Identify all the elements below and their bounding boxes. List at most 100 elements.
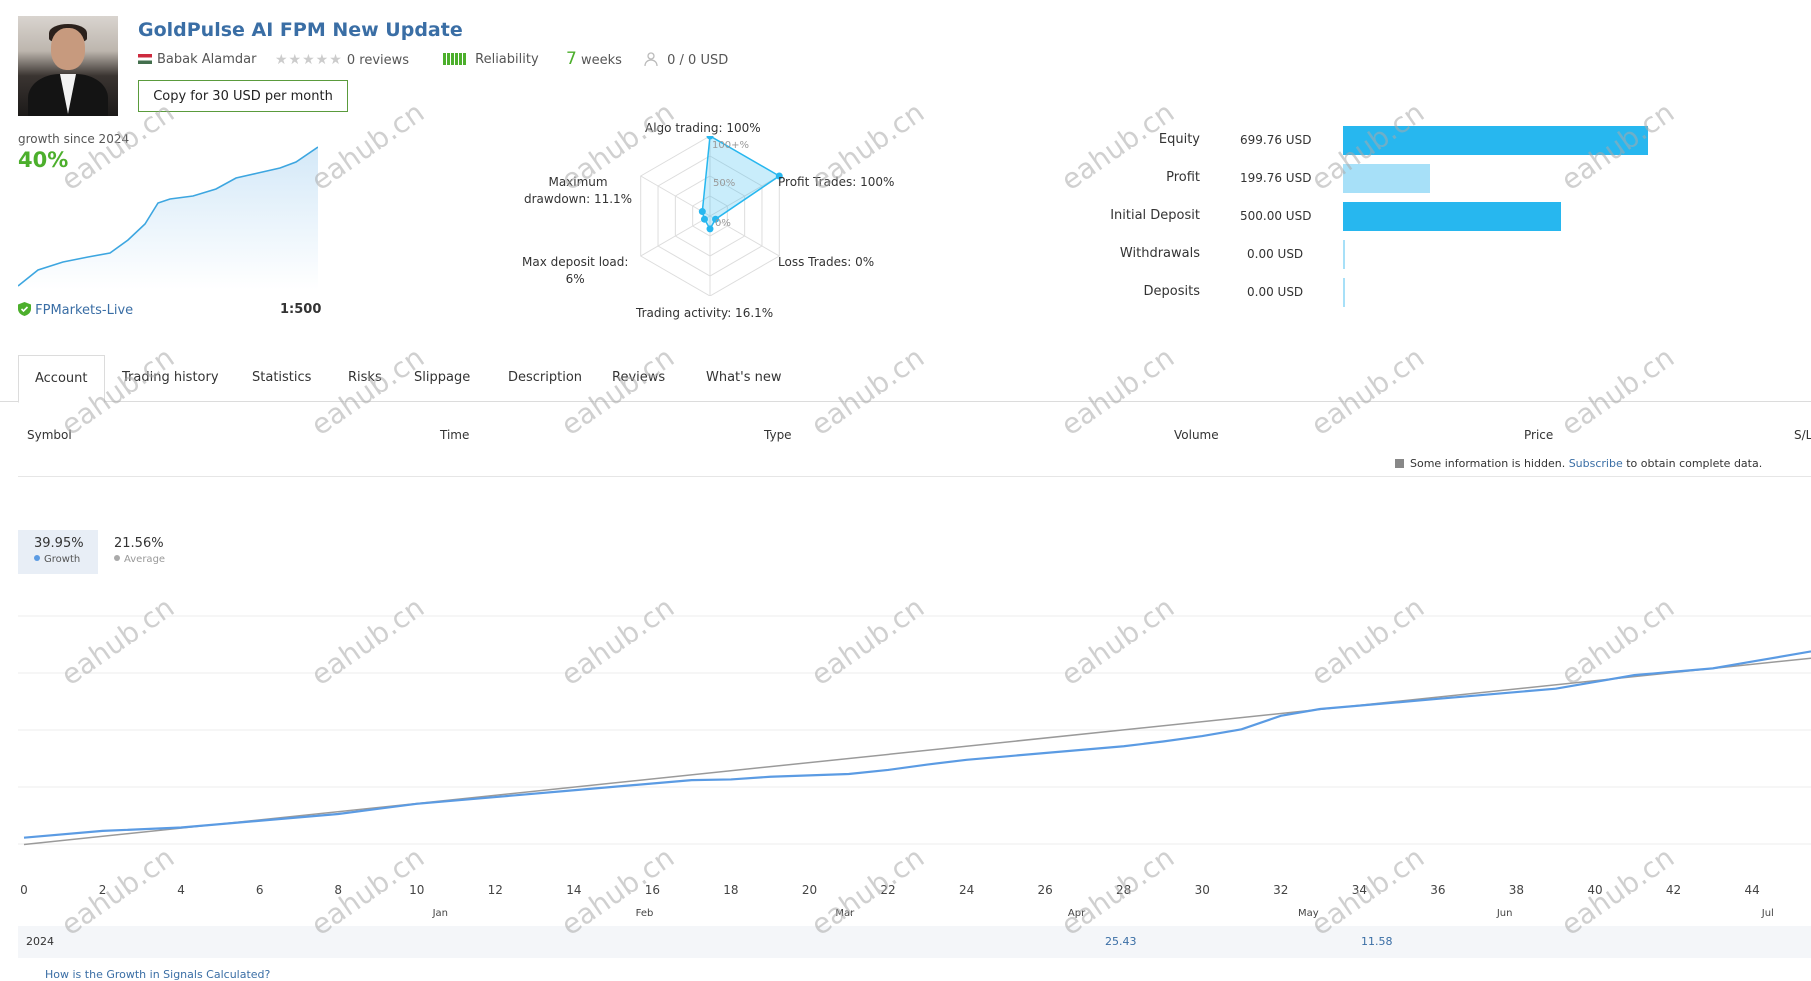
legend-average-value: 21.56% bbox=[114, 536, 164, 551]
growth-dot-icon bbox=[34, 555, 40, 561]
radar-scale-50: 50% bbox=[713, 178, 735, 189]
x-tick-label: 30 bbox=[1195, 883, 1210, 897]
balance-label-equity: Equity bbox=[1158, 132, 1200, 147]
col-symbol[interactable]: Symbol bbox=[27, 428, 72, 442]
radar-axis-loss bbox=[709, 215, 780, 257]
x-tick-label: 24 bbox=[959, 883, 974, 897]
tab-statistics[interactable]: Statistics bbox=[252, 370, 312, 385]
x-tick-label: 18 bbox=[723, 883, 738, 897]
x-tick-label: 20 bbox=[802, 883, 817, 897]
tab-bar: Account Trading history Statistics Risks Sli… bbox=[0, 355, 1811, 403]
radar-point-drawdown[interactable] bbox=[698, 208, 706, 216]
legend-growth-label-wrap: Growth bbox=[34, 554, 80, 565]
broker-name[interactable]: FPMarkets-Live bbox=[35, 303, 134, 318]
radar-point-algo[interactable] bbox=[706, 136, 714, 140]
month-label: Jun bbox=[1496, 908, 1513, 919]
author-info[interactable]: Babak Alamdar bbox=[138, 52, 256, 67]
average-dot-icon bbox=[114, 555, 120, 561]
radar-label-loss: Loss Trades: 0% bbox=[778, 255, 875, 269]
subscribers-icon bbox=[643, 52, 659, 67]
radar-label-deposit-load-line1: Max deposit load: bbox=[522, 255, 629, 269]
col-type[interactable]: Type bbox=[764, 428, 792, 442]
x-tick-label: 44 bbox=[1744, 883, 1759, 897]
balance-value-profit: 199.76 USD bbox=[1240, 171, 1312, 185]
weeks-label: weeks bbox=[580, 53, 622, 68]
radar-label-deposit-load: Max deposit load: 6% bbox=[522, 254, 628, 288]
x-tick-label: 16 bbox=[645, 883, 660, 897]
tab-slippage[interactable]: Slippage bbox=[414, 370, 471, 385]
tab-risks[interactable]: Risks bbox=[348, 370, 382, 385]
author-avatar[interactable] bbox=[18, 16, 118, 116]
x-tick-label: 38 bbox=[1509, 883, 1524, 897]
radar-axis-profit bbox=[709, 175, 780, 217]
col-time[interactable]: Time bbox=[440, 428, 470, 442]
legend-average-label: Average bbox=[124, 554, 166, 565]
col-price[interactable]: Price bbox=[1524, 428, 1554, 442]
balance-label-deposits: Deposits bbox=[1143, 284, 1200, 299]
hidden-info-note: Some information is hidden. Subscribe to… bbox=[1395, 457, 1762, 470]
x-tick-label: 40 bbox=[1587, 883, 1602, 897]
x-tick-label: 26 bbox=[1038, 883, 1053, 897]
radar-axis-drawdown bbox=[640, 175, 711, 217]
series-line-average[interactable] bbox=[23, 657, 1811, 846]
legend-growth-label: Growth bbox=[44, 554, 81, 565]
balance-label-initial-deposit: Initial Deposit bbox=[1110, 208, 1200, 223]
balance-value-withdrawals: 0.00 USD bbox=[1247, 247, 1304, 261]
legend-average[interactable]: 21.56% Average bbox=[98, 530, 178, 574]
x-tick-label: 4 bbox=[177, 883, 185, 897]
balance-bar-equity bbox=[1343, 126, 1648, 155]
mini-growth-area bbox=[18, 147, 318, 290]
radar-point-activity[interactable] bbox=[706, 225, 714, 233]
hidden-info-text: Some information is hidden. bbox=[1410, 457, 1566, 470]
x-tick-label: 2 bbox=[99, 883, 107, 897]
col-volume[interactable]: Volume bbox=[1174, 428, 1219, 442]
balance-bar-initial-deposit bbox=[1343, 202, 1561, 231]
year-value-apr: 25.43 bbox=[1105, 935, 1137, 948]
reviews-count[interactable]: 0 reviews bbox=[346, 53, 410, 68]
author-name[interactable]: Babak Alamdar bbox=[157, 52, 257, 67]
reliability: Reliability bbox=[443, 52, 539, 67]
x-tick-label: 36 bbox=[1430, 883, 1445, 897]
radar-point-profit[interactable] bbox=[775, 172, 783, 180]
radar-point-deposit_load[interactable] bbox=[700, 215, 708, 223]
x-tick-label: 0 bbox=[20, 883, 28, 897]
tab-trading-history[interactable]: Trading history bbox=[122, 370, 219, 385]
tab-description[interactable]: Description bbox=[508, 370, 583, 385]
legend-growth[interactable]: 39.95% Growth bbox=[18, 530, 98, 574]
month-label: Jul bbox=[1761, 908, 1774, 919]
star-rating-icon: ★★★★★ bbox=[275, 52, 343, 68]
weeks-number: 7 bbox=[566, 49, 577, 69]
x-tick-label: 32 bbox=[1273, 883, 1288, 897]
mini-growth-chart bbox=[18, 146, 318, 290]
subscribe-link[interactable]: Subscribe bbox=[1568, 457, 1623, 470]
balance-value-equity: 699.76 USD bbox=[1240, 133, 1312, 147]
col-sl[interactable]: S/L bbox=[1794, 428, 1811, 442]
x-tick-label: 22 bbox=[880, 883, 895, 897]
radar-scale-0: 0% bbox=[715, 218, 731, 229]
broker-info[interactable]: FPMarkets-Live bbox=[18, 302, 133, 318]
tab-what-s-new[interactable]: What's new bbox=[706, 370, 782, 385]
balance-summary: Equity 699.76 USD Profit 199.76 USD Initial … bbox=[1080, 122, 1680, 312]
x-tick-label: 28 bbox=[1116, 883, 1131, 897]
series-line-growth[interactable] bbox=[23, 650, 1811, 839]
growth-calc-link[interactable]: How is the Growth in Signals Calculated? bbox=[45, 968, 271, 981]
mini-growth-line bbox=[18, 146, 318, 287]
x-tick-label: 10 bbox=[409, 883, 424, 897]
balance-value-initial-deposit: 500.00 USD bbox=[1240, 209, 1312, 223]
radar-point-loss[interactable] bbox=[712, 215, 720, 223]
tab-account[interactable]: Account bbox=[18, 355, 105, 403]
legend-growth-value: 39.95% bbox=[34, 536, 84, 551]
tab-reviews[interactable]: Reviews bbox=[612, 370, 666, 385]
month-label: Mar bbox=[835, 908, 855, 919]
month-label: May bbox=[1298, 908, 1319, 919]
watermark-text: eahub.cn bbox=[1805, 95, 1811, 198]
reliability-label: Reliability bbox=[475, 52, 539, 67]
subscribers-info: 0 / 0 USD bbox=[643, 52, 728, 68]
month-label: Jan bbox=[432, 908, 448, 919]
x-tick-label: 42 bbox=[1666, 883, 1681, 897]
year-value-may: 11.58 bbox=[1361, 935, 1393, 948]
hidden-info-suffix: to obtain complete data. bbox=[1626, 457, 1763, 470]
verified-shield-icon bbox=[18, 302, 31, 316]
lock-icon bbox=[1395, 459, 1404, 468]
copy-subscribe-button[interactable]: Copy for 30 USD per month bbox=[138, 80, 348, 112]
